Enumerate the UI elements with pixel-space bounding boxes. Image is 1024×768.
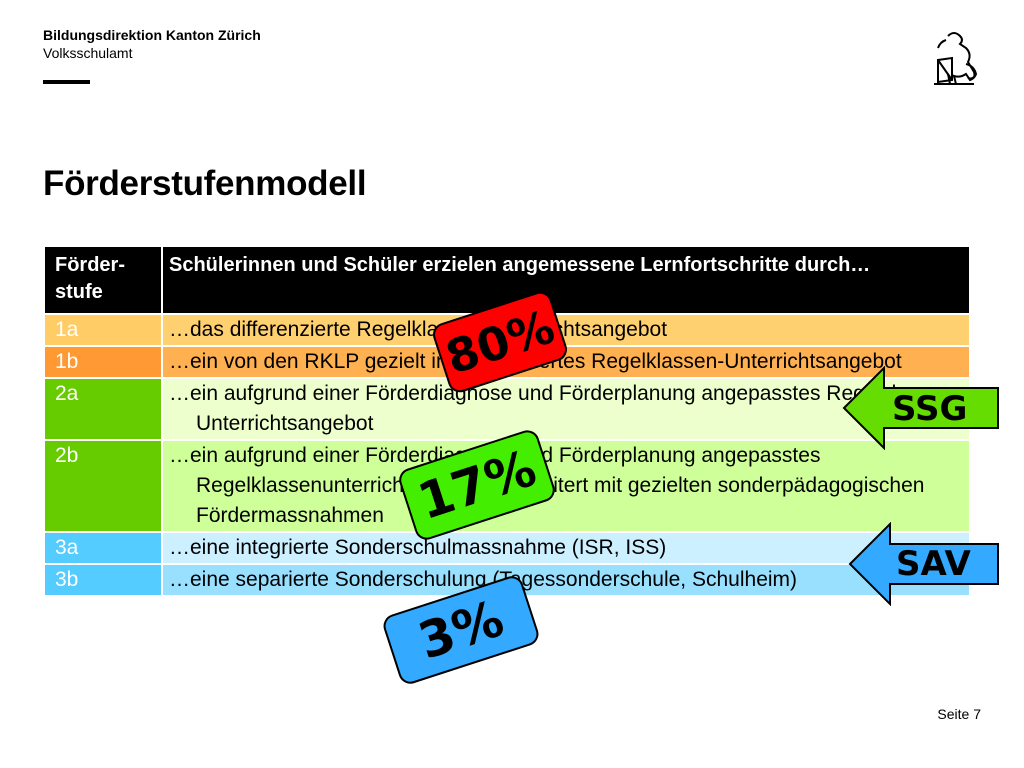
- table-row: 2a …ein aufgrund einer Förderdiagnose un…: [45, 379, 971, 441]
- zurich-lion-crest-icon: [934, 32, 978, 85]
- header-level-cell: Förder- stufe: [45, 247, 163, 315]
- description-text: …eine separierte Sonderschulung (Tagesso…: [169, 568, 798, 591]
- description-cell: …das differenzierte Regelklassen-Unterri…: [163, 315, 971, 347]
- description-text: …eine integrierte Sonderschulmassnahme (…: [169, 536, 667, 559]
- page-number: Seite 7: [937, 706, 981, 722]
- header-level-label: Förder- stufe: [55, 254, 125, 303]
- description-cell: …ein aufgrund einer Förderdiagnose und F…: [163, 441, 971, 533]
- department-name: Volksschulamt: [43, 45, 133, 61]
- organization-header: Bildungsdirektion Kanton Zürich Volkssch…: [43, 26, 261, 62]
- description-text: …ein aufgrund einer Förderdiagnose und F…: [169, 382, 960, 435]
- header-rule: [43, 80, 90, 84]
- organization-name: Bildungsdirektion Kanton Zürich: [43, 27, 261, 43]
- description-cell: …eine separierte Sonderschulung (Tagesso…: [163, 565, 971, 597]
- level-cell: 1a: [45, 315, 163, 347]
- header-description-cell: Schülerinnen und Schüler erzielen angeme…: [163, 247, 971, 315]
- description-cell: …ein aufgrund einer Förderdiagnose und F…: [163, 379, 971, 441]
- description-text: …ein aufgrund einer Förderdiagnose und F…: [169, 444, 925, 527]
- level-cell: 1b: [45, 347, 163, 379]
- ssg-label: SSG: [892, 389, 968, 429]
- ssg-arrow-icon: [842, 366, 999, 450]
- table-row: 2b …ein aufgrund einer Förderdiagnose un…: [45, 441, 971, 533]
- level-cell: 3a: [45, 533, 163, 565]
- level-cell: 2a: [45, 379, 163, 441]
- level-cell: 3b: [45, 565, 163, 597]
- foerderstufen-table: Förder- stufe Schülerinnen und Schüler e…: [45, 247, 971, 597]
- sav-label: SAV: [896, 544, 971, 584]
- sav-arrow-icon: [848, 522, 999, 606]
- level-cell: 2b: [45, 441, 163, 533]
- table-row: 3a …eine integrierte Sonderschulmassnahm…: [45, 533, 971, 565]
- description-cell: …eine integrierte Sonderschulmassnahme (…: [163, 533, 971, 565]
- table-row: 3b …eine separierte Sonderschulung (Tage…: [45, 565, 971, 597]
- table-header-row: Förder- stufe Schülerinnen und Schüler e…: [45, 247, 971, 315]
- description-text: …das differenzierte Regelklassen-Unterri…: [169, 318, 668, 341]
- page-title: Förderstufenmodell: [43, 164, 367, 203]
